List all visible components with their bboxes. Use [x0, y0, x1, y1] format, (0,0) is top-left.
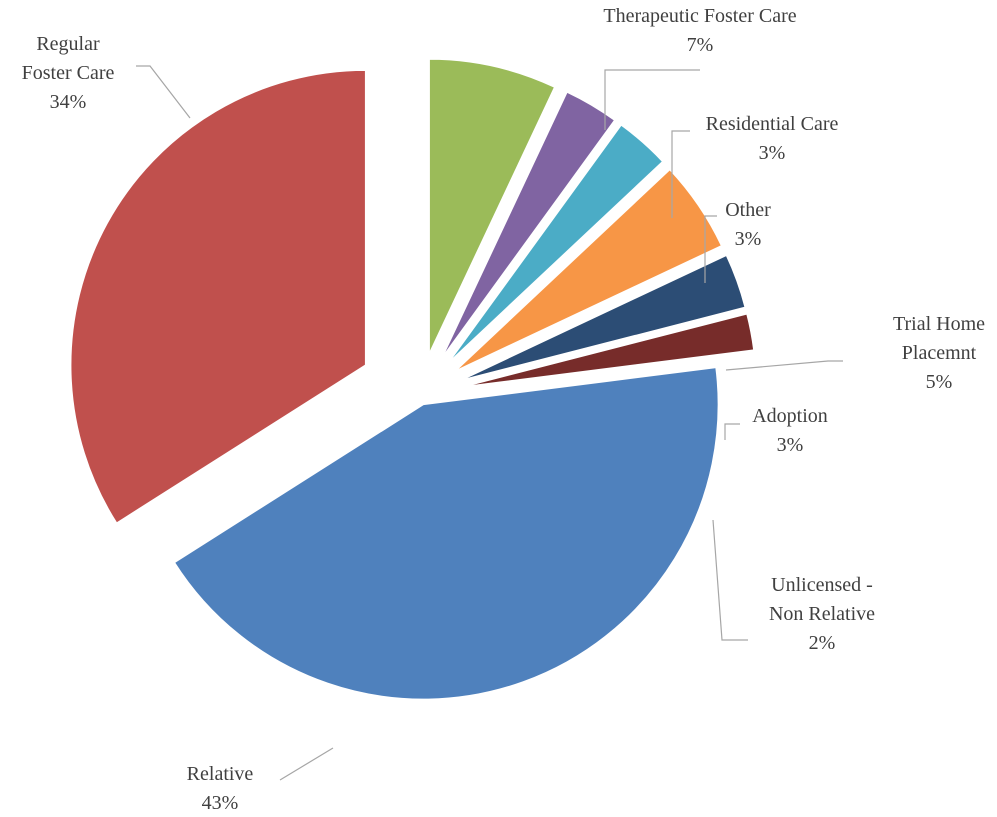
slice-label-trial-home-placemnt: Trial Home Placemnt 5%: [893, 313, 985, 393]
slice-label-unlicensed-non-relative: Unlicensed -Non Relative 2%: [769, 574, 875, 654]
slice-label-regular-foster-care: Regular Foster Care 34%: [22, 33, 115, 113]
pie-slice-trial-home-placemnt: [454, 168, 723, 373]
leader-line-regular-foster-care: [136, 65, 191, 119]
leader-line-unlicensed-non-relative: [712, 519, 748, 641]
leader-line-other: [704, 215, 717, 283]
pie-slice-other: [447, 123, 664, 365]
pie-slice-therapeutic-foster-care: [428, 58, 556, 355]
pie-slice-unlicensed-non-relative: [461, 312, 755, 388]
slice-label-relative: Relative 43%: [187, 763, 254, 814]
pie-slice-relative: [173, 366, 720, 701]
leader-line-adoption: [724, 423, 740, 440]
slice-label-adoption: Adoption 3%: [752, 405, 828, 456]
slice-label-residential-care: Residential Care 3%: [706, 113, 839, 164]
leader-line-trial-home-placemnt: [725, 360, 843, 371]
slice-label-therapeutic-foster-care: Therapeutic Foster Care 7%: [603, 5, 796, 56]
leader-lines: [136, 65, 843, 781]
pie-slice-residential-care: [440, 90, 616, 360]
slice-labels: Therapeutic Foster Care 7% Residential Car…: [22, 5, 986, 814]
pie-slice-regular-foster-care: [69, 69, 367, 525]
slice-label-other: Other 3%: [725, 199, 771, 250]
leader-line-relative: [279, 747, 334, 781]
pie-slice-adoption: [459, 254, 747, 382]
leader-line-therapeutic-foster-care: [604, 69, 700, 130]
leader-line-residential-care: [671, 130, 690, 218]
pie-slices: [69, 58, 755, 701]
